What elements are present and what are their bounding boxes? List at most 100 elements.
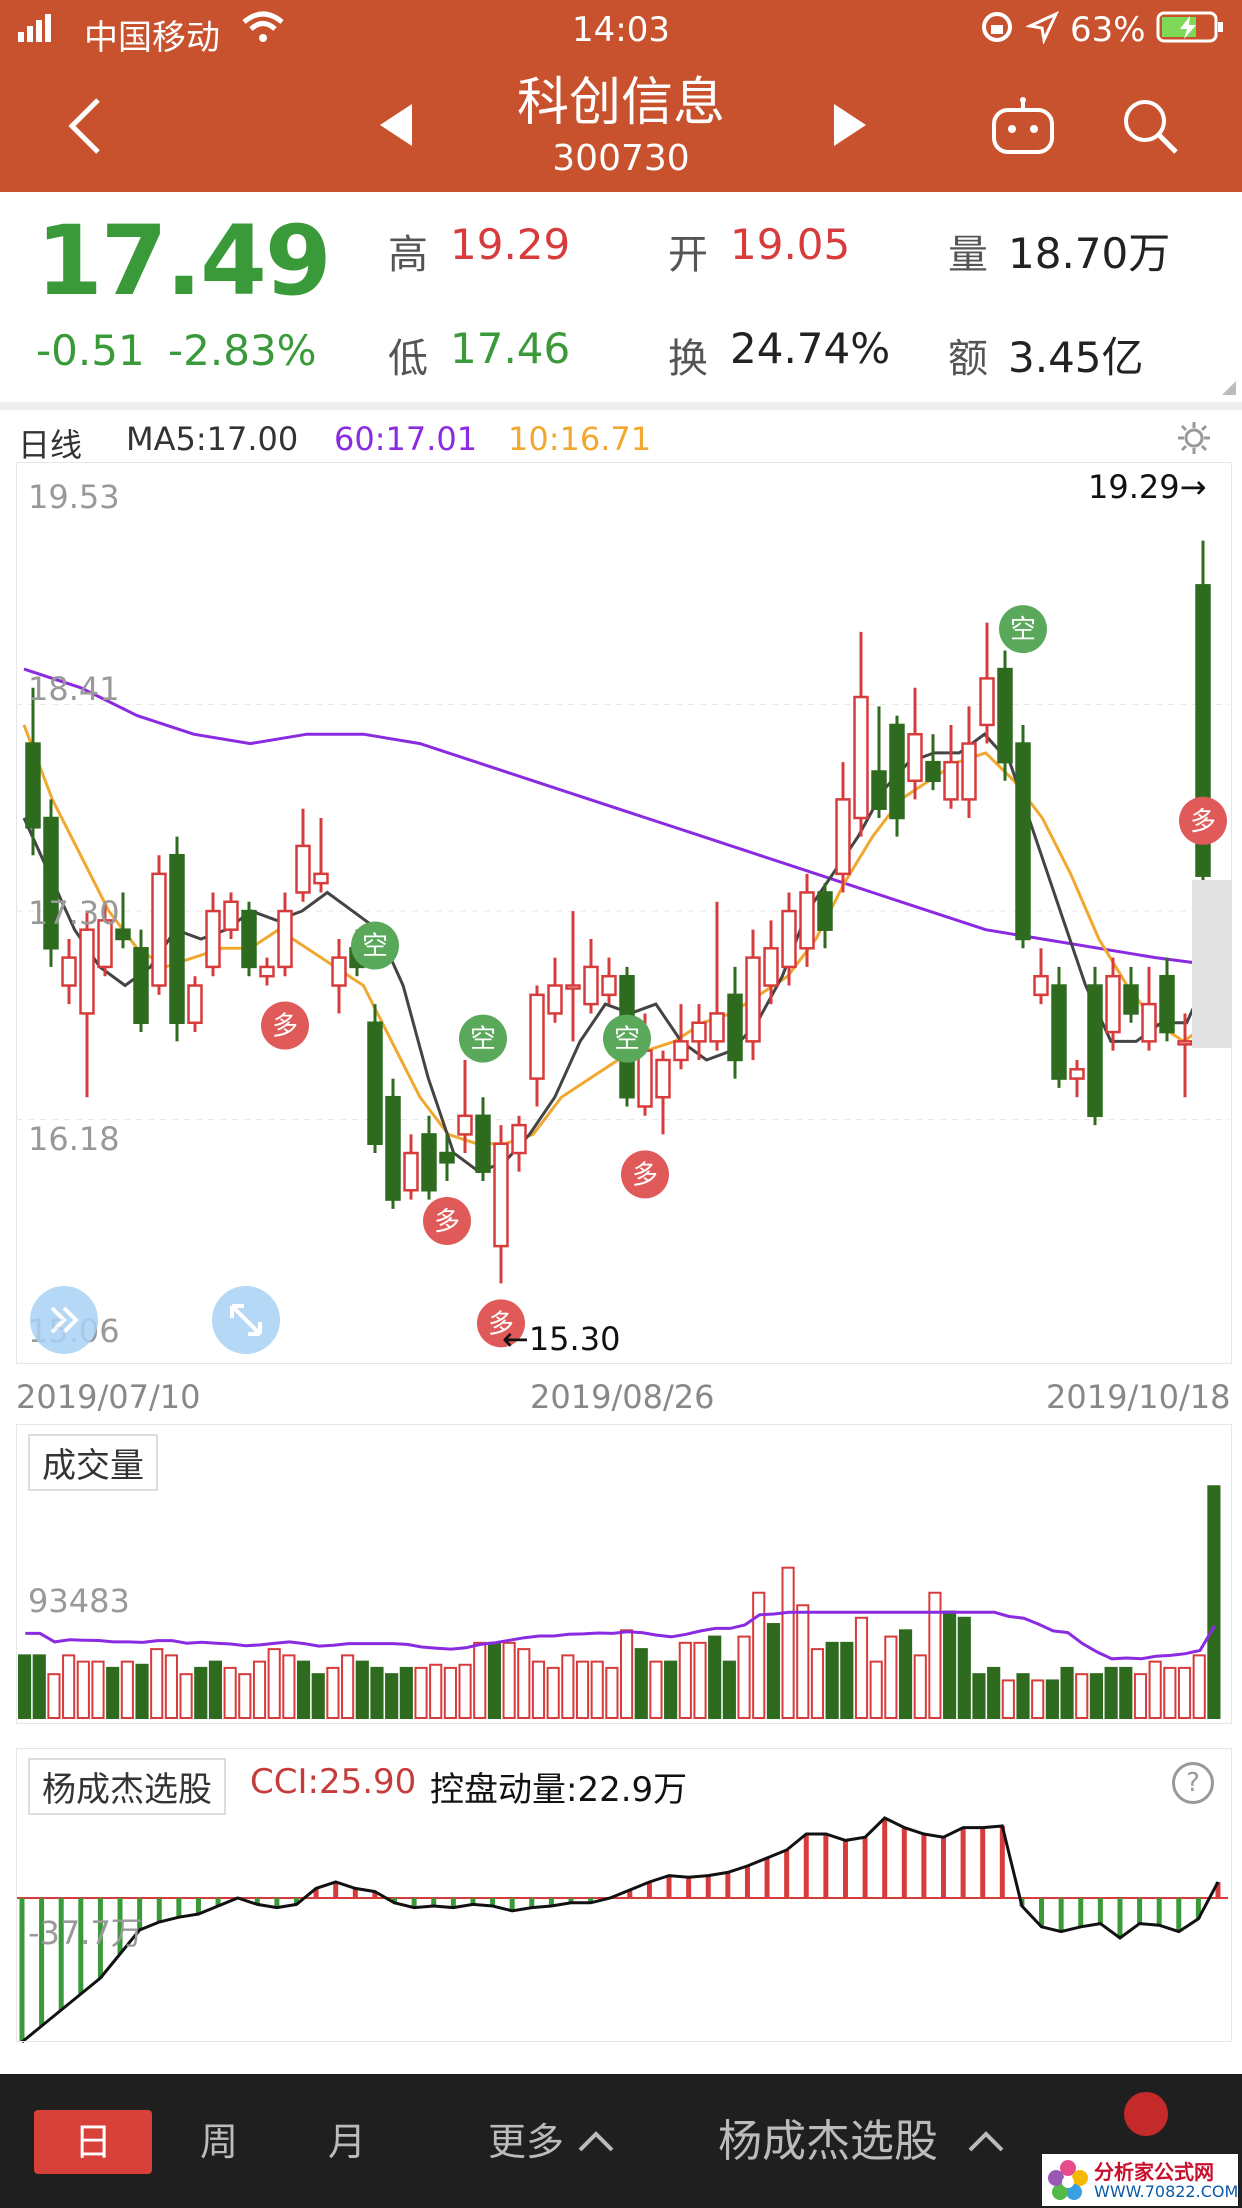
- volume-bar: [957, 1616, 971, 1719]
- volume-bar: [385, 1673, 399, 1719]
- candle-body: [475, 1114, 491, 1173]
- settings-icon[interactable]: [1176, 420, 1212, 460]
- watermark-url: WWW.70822.COM: [1094, 2182, 1239, 2201]
- tab-month[interactable]: 月: [327, 2120, 366, 2164]
- volume-bar: [766, 1623, 780, 1719]
- volume-bar: [752, 1591, 766, 1719]
- candle-body: [1051, 984, 1067, 1080]
- bottom-bar: 日 周 月 更多 杨成杰选股 分析家公式网 WWW.70822.COM: [0, 2074, 1242, 2208]
- candle-body: [763, 947, 779, 987]
- volume-bar: [1104, 1666, 1118, 1720]
- volume-title[interactable]: 成交量: [28, 1434, 158, 1491]
- candle-body: [439, 1151, 455, 1164]
- volume-bar: [252, 1660, 267, 1720]
- volume-bar: [311, 1673, 325, 1719]
- volume-panel[interactable]: [16, 1424, 1232, 1724]
- ma10-label: 10:16.71: [508, 420, 652, 458]
- volume-bar: [1119, 1666, 1133, 1720]
- signal-label: 多: [488, 1309, 514, 1339]
- back-icon[interactable]: [62, 96, 112, 156]
- volume-bar: [1031, 1679, 1045, 1719]
- tab-week[interactable]: 周: [199, 2120, 238, 2164]
- y-tick-label: 19.53: [28, 478, 120, 516]
- search-icon[interactable]: [1120, 96, 1180, 156]
- ma5-label: MA5:17.00: [126, 420, 299, 458]
- indicator-panel[interactable]: [16, 1748, 1232, 2042]
- candle-body: [259, 965, 275, 978]
- volume-bar: [1089, 1673, 1104, 1719]
- volume-bar: [341, 1654, 355, 1719]
- candle-body: [925, 760, 941, 783]
- chevron-up-icon[interactable]: [576, 2126, 616, 2160]
- candle-body: [889, 723, 905, 820]
- candle-body: [1141, 1002, 1157, 1043]
- volume-bar: [267, 1648, 281, 1719]
- open-value: 19.05: [730, 220, 851, 269]
- volume-bar: [443, 1666, 457, 1720]
- volume-bar: [1207, 1485, 1221, 1720]
- help-icon[interactable]: ?: [1172, 1762, 1214, 1804]
- tab-day[interactable]: 日: [34, 2110, 152, 2174]
- price-change-percent: -2.83%: [168, 326, 317, 375]
- high-marker: 19.29→: [1088, 468, 1207, 506]
- volume-bar: [18, 1654, 32, 1719]
- volume-bar: [810, 1648, 825, 1719]
- price-change: -0.51: [36, 326, 145, 375]
- sell-signal-marker: [999, 605, 1047, 654]
- battery-percent: 63%: [1070, 10, 1146, 50]
- candle-body: [835, 798, 851, 876]
- volume-bar: [913, 1654, 927, 1719]
- candle-body: [313, 872, 329, 885]
- candle-body: [1069, 1068, 1085, 1080]
- collapse-chart-button[interactable]: [30, 1286, 98, 1354]
- turnover-label: 换: [668, 336, 708, 382]
- signal-label: 多: [1190, 807, 1216, 837]
- signal-label: 空: [614, 1025, 640, 1055]
- indicator-title[interactable]: 杨成杰选股: [28, 1758, 226, 1815]
- robot-icon[interactable]: [990, 96, 1056, 156]
- chart-scroll-handle[interactable]: [1192, 880, 1232, 1048]
- battery-icon: [1156, 10, 1224, 53]
- volume-bar: [781, 1566, 795, 1719]
- prev-stock-icon[interactable]: [376, 102, 416, 148]
- candle-body: [727, 993, 743, 1062]
- candle-body: [799, 891, 815, 950]
- candle-body: [367, 1021, 383, 1145]
- volume-bar: [678, 1641, 692, 1720]
- current-price: 17.49: [36, 205, 332, 317]
- volume-bar: [546, 1666, 560, 1720]
- next-stock-icon[interactable]: [830, 102, 870, 148]
- candle-body: [1087, 984, 1103, 1118]
- volume-bar: [722, 1660, 736, 1720]
- volume-bar: [531, 1660, 546, 1720]
- tab-more[interactable]: 更多: [487, 2120, 564, 2164]
- volume-bar: [664, 1660, 678, 1720]
- volume-bar: [429, 1663, 443, 1720]
- chevron-up-icon[interactable]: [966, 2126, 1006, 2160]
- signal-icon: [18, 10, 58, 53]
- candle-body: [1105, 974, 1121, 1034]
- volume-bar: [737, 1635, 751, 1720]
- candle-body: [871, 770, 887, 810]
- candle-body: [1033, 974, 1049, 997]
- volume-bar: [840, 1641, 854, 1720]
- volume-bar: [854, 1616, 869, 1719]
- signal-label: 空: [362, 932, 388, 962]
- signal-label: 空: [1010, 615, 1036, 645]
- candle-body: [691, 1021, 707, 1043]
- fullscreen-button[interactable]: [212, 1286, 280, 1354]
- candle-body: [961, 742, 977, 801]
- indicator-selector[interactable]: 杨成杰选股: [718, 2116, 938, 2167]
- volume-bar: [238, 1673, 252, 1719]
- record-dot-icon[interactable]: [1124, 2092, 1168, 2136]
- signal-label: 多: [434, 1207, 460, 1237]
- expand-corner-icon[interactable]: [1222, 380, 1236, 399]
- watermark: 分析家公式网 WWW.70822.COM: [1042, 2154, 1238, 2206]
- candle-body: [853, 695, 869, 820]
- candle-body: [565, 984, 581, 990]
- period-label[interactable]: 日线: [18, 426, 83, 464]
- volume-bar: [1177, 1666, 1192, 1720]
- volume-bar: [106, 1666, 120, 1720]
- candle-body: [79, 928, 95, 1015]
- location-icon: [1024, 10, 1060, 53]
